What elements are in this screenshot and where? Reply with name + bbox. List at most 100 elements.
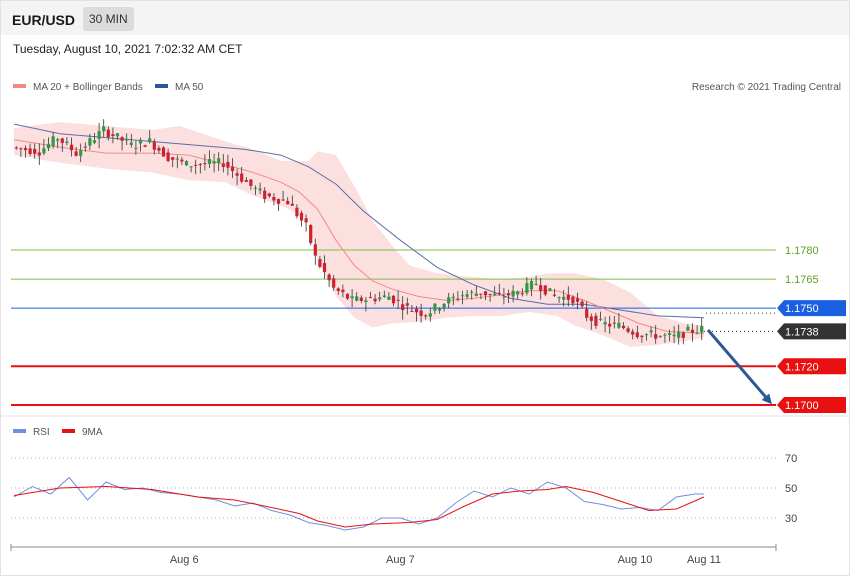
candle-body [677, 331, 681, 338]
ma50-legend-swatch [155, 84, 168, 88]
candle-body [516, 291, 520, 295]
candle-body [667, 333, 672, 335]
candle-body [424, 315, 428, 317]
candle-body [74, 151, 78, 156]
candle-body [405, 303, 409, 306]
candle-body [672, 334, 676, 337]
candle-body [474, 293, 478, 296]
price-tag-1.1750 [777, 300, 846, 317]
candle-body [313, 244, 317, 256]
candle-body [97, 131, 101, 139]
candle-body [51, 136, 55, 147]
candle-body [562, 296, 566, 300]
candle-body [483, 291, 488, 296]
ma20-series [13, 139, 705, 334]
candle-body [557, 297, 561, 299]
candle-body [511, 290, 515, 297]
x-tick-label: Aug 11 [687, 554, 721, 566]
candle-body [203, 163, 207, 165]
candle-body [276, 199, 281, 204]
candle-body [217, 158, 221, 164]
candle-body [14, 147, 18, 149]
x-tick-label: Aug 6 [170, 554, 199, 566]
candle-body [69, 144, 74, 151]
candle-body [414, 308, 419, 313]
candle-body [226, 161, 230, 168]
candle-body [272, 197, 276, 201]
candle-body [106, 129, 110, 138]
price-tag-1.1720 [777, 358, 846, 375]
candle-body [359, 297, 363, 301]
rsi-legend-swatch [13, 429, 26, 433]
candle-body [419, 310, 423, 316]
candle-body [152, 141, 156, 150]
candle-body [387, 296, 391, 300]
candle-body [470, 291, 474, 293]
candle-body [534, 283, 538, 285]
forecast-arrow [706, 329, 772, 405]
rsi-tick-70: 70 [785, 453, 797, 465]
candle-body [350, 296, 354, 299]
candle-body [295, 207, 299, 217]
candle-body [465, 294, 469, 297]
candle-body [129, 142, 133, 145]
candle-body [134, 147, 138, 149]
candle-body [640, 335, 644, 338]
candle-body [663, 334, 667, 336]
ma20-legend-swatch [13, 84, 26, 88]
candle-body [258, 188, 262, 191]
candle-body [488, 293, 492, 295]
candle-body [631, 331, 635, 335]
candle-body [189, 166, 193, 168]
candle-body [695, 332, 699, 334]
candle-body [180, 159, 184, 162]
candle-body [244, 180, 248, 182]
candle-body [644, 334, 649, 336]
candle-body [33, 148, 37, 154]
candle-body [166, 152, 170, 162]
candle-body [571, 296, 575, 304]
candle-body [529, 281, 534, 290]
candle-body [175, 158, 179, 160]
candle-body [65, 141, 69, 144]
price-tag-label-1.1765: 1.1765 [785, 274, 819, 286]
candle-body [396, 299, 400, 301]
candle-body [608, 323, 612, 327]
candle-body [263, 190, 267, 199]
candle-body [125, 139, 129, 141]
candle-body [700, 326, 704, 333]
candle-body [598, 318, 603, 320]
candle-body [249, 179, 253, 186]
candle-body [253, 187, 258, 189]
candle-body [548, 288, 552, 291]
candle-body [143, 145, 147, 147]
candle-body [520, 293, 524, 295]
rsi-tick-50: 50 [785, 483, 797, 495]
candle-body [373, 298, 377, 302]
candle-body [345, 293, 350, 299]
candle-body [309, 224, 313, 244]
candle-body [539, 285, 543, 292]
ma20-line [13, 139, 705, 334]
candle-body [88, 138, 92, 146]
candle-body [148, 138, 152, 143]
rsi-grid: 70 50 30 [11, 453, 797, 525]
candle-body [212, 161, 216, 164]
candle-body [138, 139, 143, 144]
candle-body [157, 147, 161, 151]
candle-body [589, 316, 593, 321]
candle-body [318, 259, 322, 267]
candle-body [240, 173, 244, 182]
candle-body [60, 138, 64, 143]
timeframe-button[interactable]: 30 MIN [83, 7, 134, 31]
candle-body [299, 212, 304, 221]
candle-body [502, 296, 506, 298]
rsi-ma-legend-label: 9MA [82, 427, 103, 438]
rsi-line [13, 476, 704, 531]
chart-header: EUR/USD 30 MIN [1, 1, 849, 35]
candle-body [493, 293, 497, 295]
candle-body [649, 330, 653, 333]
candle-body [428, 313, 432, 317]
candle-body [171, 157, 175, 160]
candle-body [111, 134, 115, 137]
